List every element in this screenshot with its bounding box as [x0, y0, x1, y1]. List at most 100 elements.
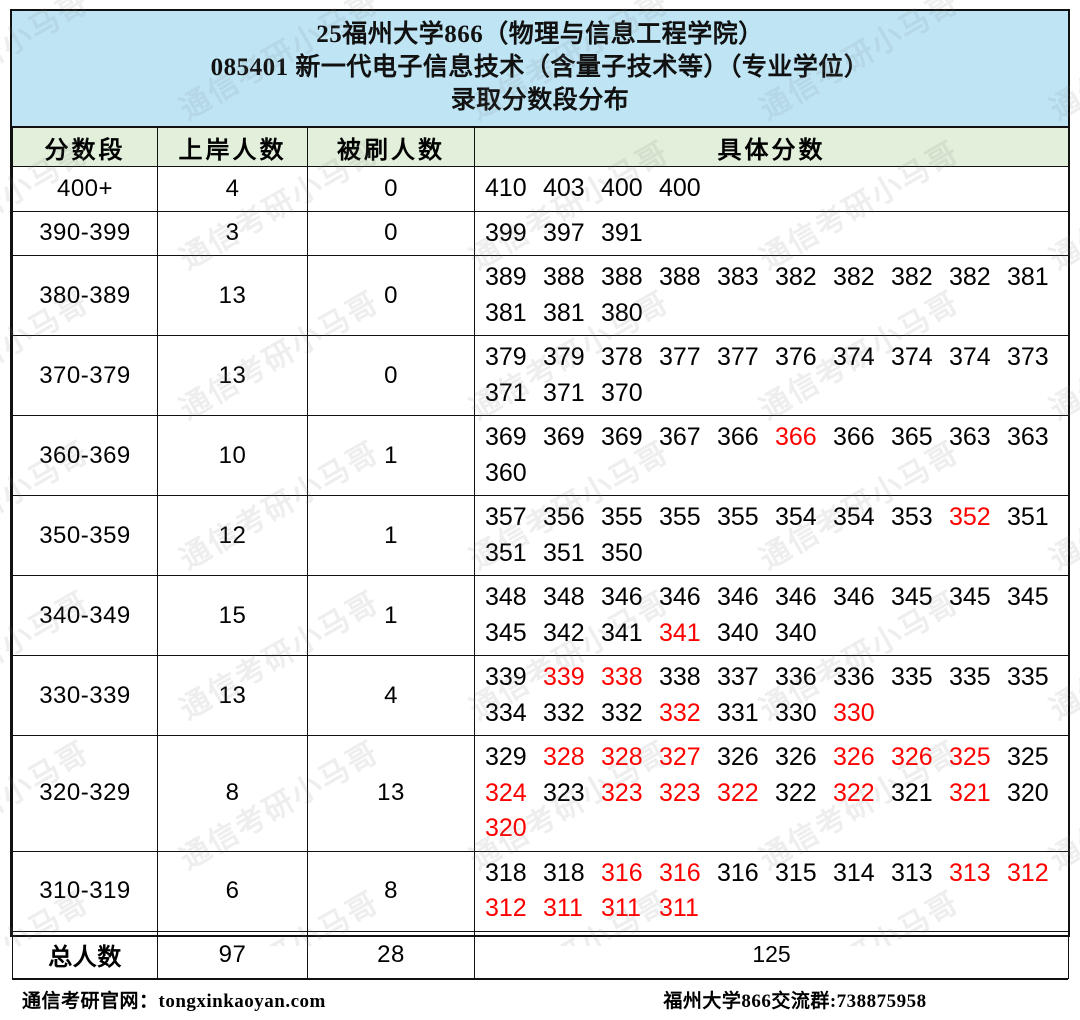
score-admitted: 318	[485, 858, 527, 887]
score-admitted: 403	[543, 174, 585, 202]
score-admitted: 382	[775, 263, 817, 291]
score-rejected: 324	[485, 778, 527, 807]
score-line: 329 328 328 327 326 326 326 326 325 325	[485, 740, 1068, 776]
score-admitted: 315	[775, 858, 817, 887]
score-admitted: 326	[775, 743, 817, 771]
score-line: 348 348 346 346 346 346 346 345 345 345	[485, 580, 1068, 616]
cell-rejected-count: 8	[307, 850, 475, 932]
score-admitted: 336	[833, 663, 875, 691]
cell-admitted-count: 13	[157, 255, 308, 336]
score-admitted: 314	[833, 858, 875, 887]
cell-total-admitted: 97	[157, 930, 308, 979]
column-header-detailed-scores: 具体分数	[474, 128, 1069, 167]
table-header-row: 分数段 上岸人数 被刷人数 具体分数	[12, 128, 1069, 167]
score-admitted: 354	[775, 503, 817, 531]
score-admitted: 313	[891, 858, 933, 887]
score-admitted: 380	[601, 298, 643, 327]
column-header-admitted-count: 上岸人数	[157, 128, 308, 167]
cell-detailed-scores: 399 397 391	[474, 210, 1069, 256]
cell-rejected-count: 1	[307, 575, 475, 656]
score-rejected: 328	[543, 743, 585, 771]
cell-score-range: 340-349	[12, 575, 158, 656]
score-admitted: 381	[543, 298, 585, 327]
score-admitted: 399	[485, 218, 527, 247]
score-rejected: 311	[601, 894, 641, 922]
cell-detailed-scores: 379 379 378 377 377 376 374 374 374 373 371 371 370	[474, 335, 1069, 416]
score-admitted: 371	[543, 378, 585, 407]
footer: 通信考研官网：tongxinkaoyan.com 福州大学866交流群:7388…	[12, 978, 1068, 1020]
cell-total-all: 125	[474, 930, 1069, 979]
cell-detailed-scores: 348 348 346 346 346 346 346 345 345 345 345 342 341 3…	[474, 575, 1069, 656]
score-admitted: 355	[601, 503, 643, 531]
cell-score-range: 310-319	[12, 850, 158, 932]
cell-admitted-count: 13	[157, 655, 308, 736]
score-admitted: 329	[485, 743, 527, 771]
cell-rejected-count: 0	[307, 166, 475, 212]
score-admitted: 382	[891, 263, 933, 291]
cell-detailed-scores: 318 318 316 316 316 315 314 313 313 312 312 311 311 3…	[474, 850, 1069, 932]
table-row: 370-379 13 0 379 379 378 377 377 376 374 374 374 373…	[12, 335, 1069, 416]
score-admitted: 356	[543, 503, 585, 531]
score-line: 360	[485, 456, 1068, 492]
score-admitted: 381	[1007, 263, 1049, 291]
score-line: 379 379 378 377 377 376 374 374 374 373	[485, 340, 1068, 376]
score-admitted: 320	[1007, 778, 1049, 807]
table-row: 390-399 3 0 399 397 391	[12, 210, 1069, 256]
score-line: 324 323 323 323 322 322 322 321 321 320	[485, 776, 1068, 812]
score-admitted: 331	[717, 698, 759, 727]
score-admitted: 355	[659, 503, 701, 531]
score-rejected: 352	[949, 503, 991, 531]
score-admitted: 336	[775, 663, 817, 691]
table-row: 360-369 10 1 369 369 369 367 366 366 366 365 363 363…	[12, 415, 1069, 496]
cell-score-range: 360-369	[12, 415, 158, 496]
cell-rejected-count: 1	[307, 495, 475, 576]
score-admitted: 360	[485, 458, 527, 487]
cell-admitted-count: 4	[157, 166, 308, 212]
table-row: 340-349 15 1 348 348 346 346 346 346 346 345 345 345…	[12, 575, 1069, 656]
score-rejected: 316	[659, 858, 701, 887]
table-row: 350-359 12 1 357 356 355 355 355 354 354 353 352 351…	[12, 495, 1069, 576]
score-line: 339 339 338 338 337 336 336 335 335 335	[485, 660, 1068, 696]
score-admitted: 366	[833, 423, 875, 451]
score-rejected: 328	[601, 743, 643, 771]
table-row: 320-329 8 13 329 328 328 327 326 326 326 326 325 325…	[12, 735, 1069, 852]
score-admitted: 346	[717, 583, 759, 611]
score-admitted: 363	[1007, 423, 1049, 451]
table-row: 400+ 4 0 410 403 400 400	[12, 166, 1069, 212]
score-admitted: 376	[775, 343, 817, 371]
score-rejected: 326	[833, 743, 875, 771]
score-admitted: 350	[601, 538, 643, 567]
score-admitted: 379	[543, 343, 585, 371]
score-admitted: 381	[485, 298, 527, 327]
score-admitted: 369	[485, 423, 527, 451]
score-rejected: 339	[543, 663, 585, 691]
score-admitted: 354	[833, 503, 875, 531]
score-admitted: 397	[543, 218, 585, 247]
score-rejected: 322	[717, 778, 759, 807]
score-admitted: 318	[543, 858, 585, 887]
score-rejected: 330	[833, 698, 875, 727]
score-admitted: 355	[717, 503, 759, 531]
score-admitted: 369	[543, 423, 585, 451]
title-line-1: 25福州大学866（物理与信息工程学院）	[316, 21, 764, 48]
cell-admitted-count: 6	[157, 850, 308, 932]
score-line: 381 381 380	[485, 296, 1068, 332]
score-admitted: 382	[949, 263, 991, 291]
score-line: 410 403 400 400	[485, 171, 1068, 207]
score-admitted: 367	[659, 423, 701, 451]
cell-detailed-scores: 339 339 338 338 337 336 336 335 335 335 334 332 332 3…	[474, 655, 1069, 736]
column-header-score-range: 分数段	[12, 128, 158, 167]
score-admitted: 379	[485, 343, 527, 371]
score-line: 318 318 316 316 316 315 314 313 313 312	[485, 856, 1068, 892]
score-admitted: 323	[543, 778, 585, 807]
score-admitted: 316	[717, 858, 759, 887]
cell-detailed-scores: 357 356 355 355 355 354 354 353 352 351 351 351 350	[474, 495, 1069, 576]
score-admitted: 332	[601, 698, 643, 727]
cell-detailed-scores: 329 328 328 327 326 326 326 326 325 325 324 323 323 3…	[474, 735, 1069, 852]
cell-total-label: 总人数	[12, 930, 158, 979]
footer-website: 通信考研官网：tongxinkaoyan.com	[22, 991, 326, 1012]
score-rejected: 323	[659, 778, 701, 807]
score-admitted: 370	[601, 378, 643, 407]
score-line: 312 311 311 311	[485, 891, 1068, 927]
score-admitted: 374	[949, 343, 991, 371]
